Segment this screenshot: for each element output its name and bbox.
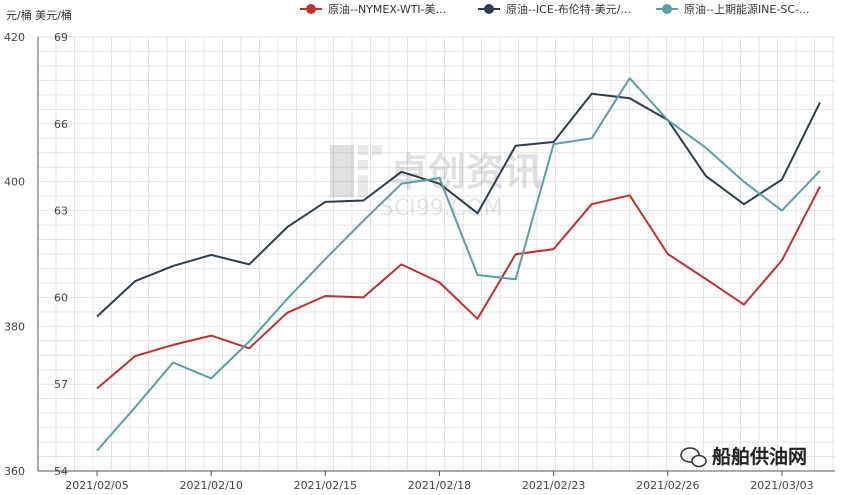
legend-swatch-dot	[306, 4, 316, 14]
right-y-tick-label: 66	[54, 118, 68, 131]
series-line	[96, 92, 821, 318]
x-tick-label: 2021/03/03	[750, 479, 813, 492]
watermark-logo-dot	[358, 160, 368, 170]
x-tick-label: 2021/02/23	[522, 479, 585, 492]
axes: 360 380 400 420 54 57 60 63 66 69 2021/02/05 2021/0…	[4, 31, 835, 492]
legend[interactable]: 原油--NYMEX-WTI-美... 原油--ICE-布伦特-美元/... 原油--…	[300, 2, 809, 16]
watermark-logo	[330, 145, 354, 197]
x-tick-label: 2021/02/15	[294, 479, 357, 492]
left-y-tick-label: 420	[4, 31, 25, 44]
watermark-text: 卓创资讯	[390, 150, 542, 194]
legend-label: 原油--NYMEX-WTI-美...	[328, 2, 446, 16]
right-y-tick-label: 69	[54, 31, 68, 44]
brand-badge: 船舶供油网	[680, 445, 807, 468]
x-tick-label: 2021/02/10	[179, 479, 242, 492]
x-tick-label: 2021/02/18	[408, 479, 471, 492]
left-y-tick-label: 380	[4, 320, 25, 333]
right-y-tick-label: 57	[54, 378, 68, 391]
watermark: 卓创资讯 SCI99.COM	[330, 145, 542, 221]
x-tick-label: 2021/02/26	[636, 479, 699, 492]
wechat-icon	[680, 447, 707, 468]
unit-label: 元/桶 美元/桶	[6, 8, 72, 22]
series-lines	[96, 77, 821, 452]
grid	[38, 36, 835, 471]
left-y-tick-label: 360	[4, 465, 25, 478]
watermark-logo-dot	[358, 175, 368, 197]
series-line	[96, 77, 821, 452]
watermark-logo-dot	[372, 145, 382, 155]
right-y-tick-label: 54	[54, 465, 68, 478]
legend-swatch-dot	[662, 4, 672, 14]
badge-text: 船舶供油网	[712, 445, 807, 468]
series-line	[96, 186, 821, 390]
legend-label: 原油--上期能源INE-SC-...	[684, 2, 809, 16]
x-tick-label: 2021/02/05	[65, 479, 128, 492]
right-y-tick-label: 63	[54, 205, 68, 218]
right-y-tick-label: 60	[54, 291, 68, 304]
left-y-tick-label: 400	[4, 176, 25, 189]
legend-swatch-dot	[484, 4, 494, 14]
watermark-logo-dot	[358, 145, 368, 155]
legend-label: 原油--ICE-布伦特-美元/...	[506, 2, 631, 16]
watermark-subtext: SCI99.COM	[380, 196, 502, 221]
